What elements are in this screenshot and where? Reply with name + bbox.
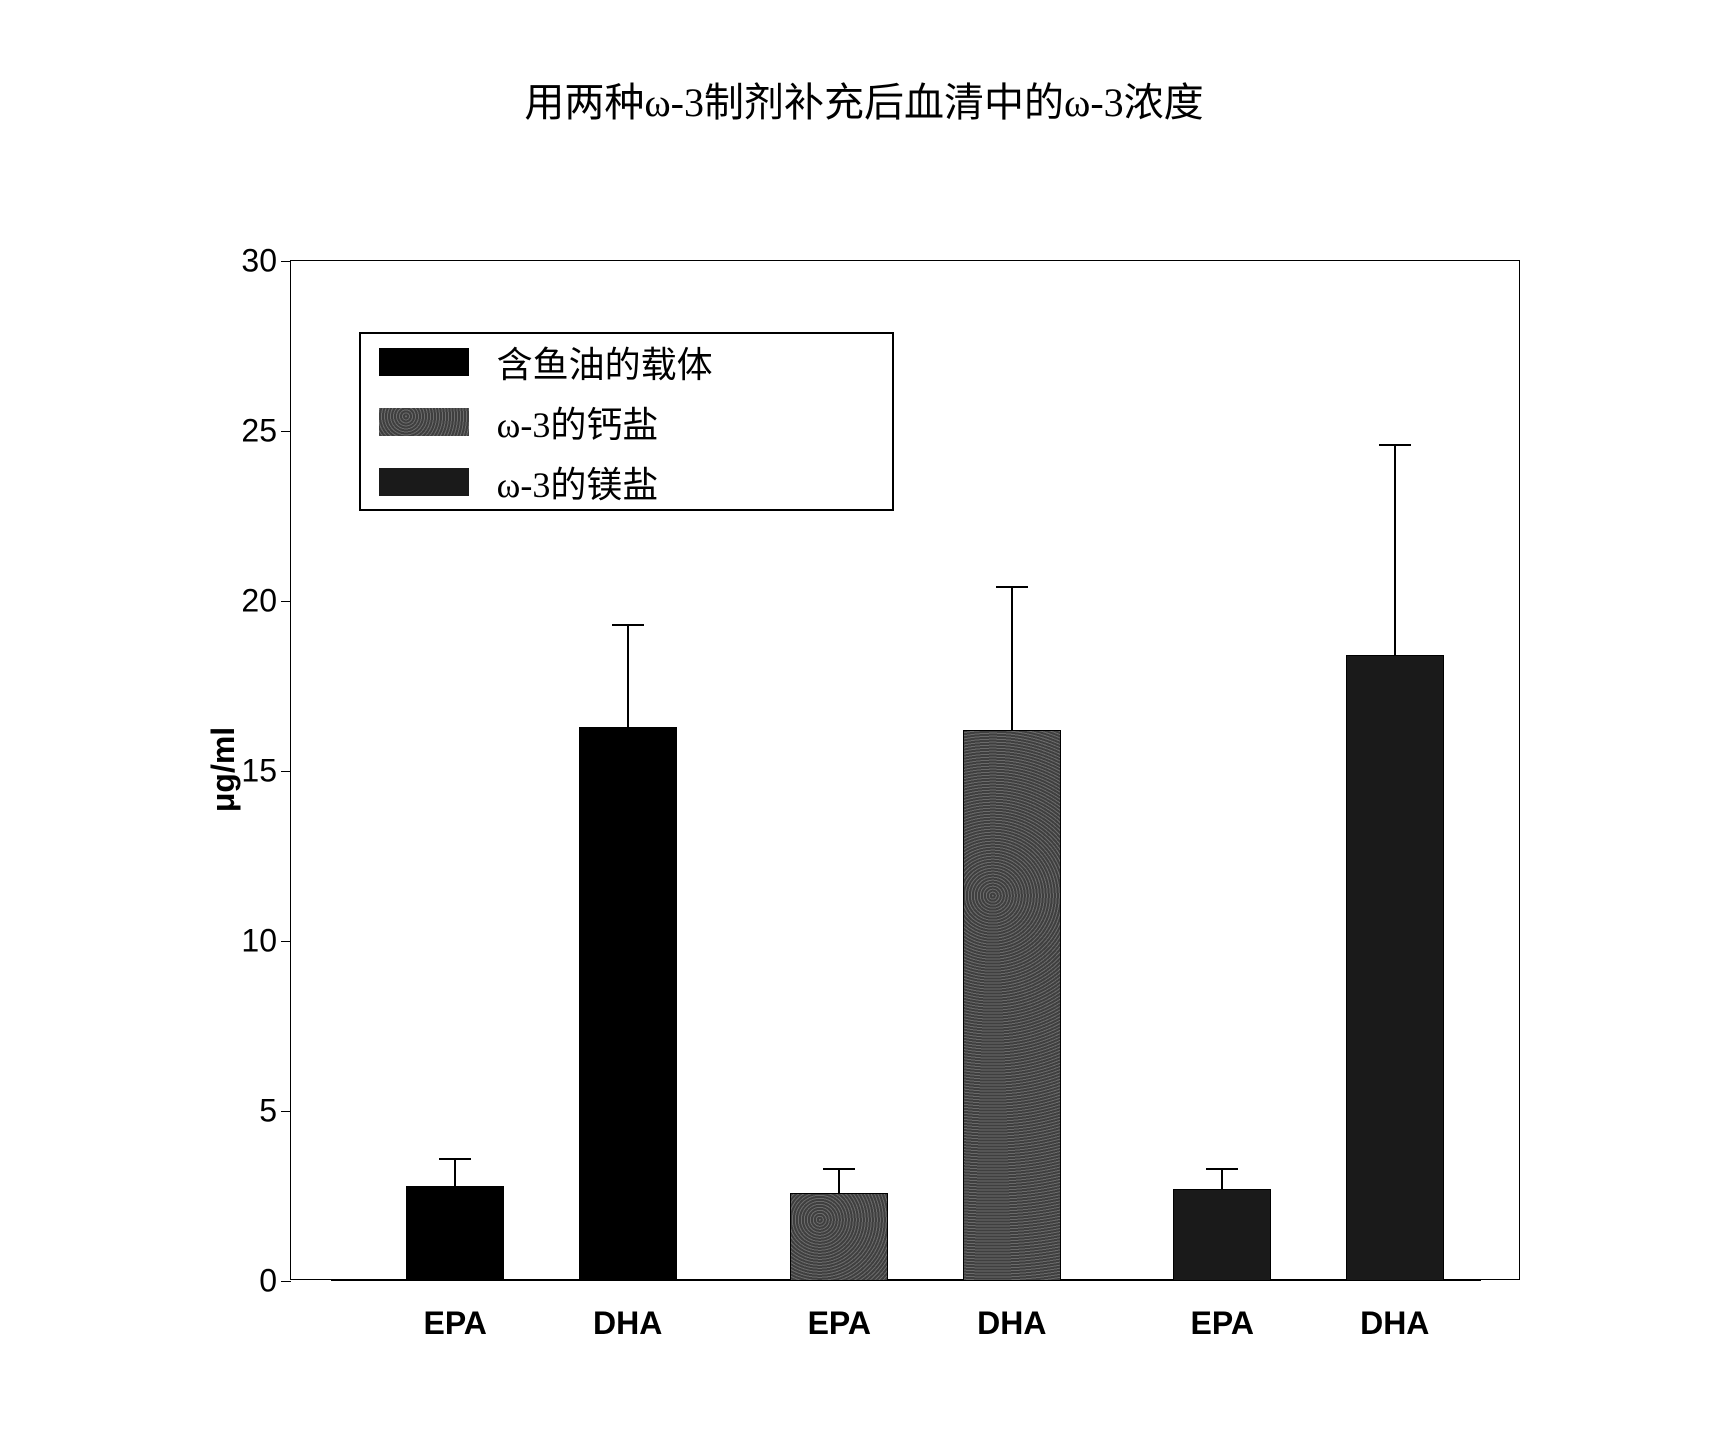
x-axis-label: DHA — [977, 1281, 1046, 1342]
ytick-label: 25 — [241, 413, 291, 450]
ytick-label: 5 — [259, 1093, 291, 1130]
plot-frame: μg/ml EPADHAEPADHAEPADHA 含鱼油的载体ω-3的钙盐ω-3… — [290, 260, 1520, 1280]
page-root: 用两种ω-3制剂补充后血清中的ω-3浓度 μg/ml EPA DHA EPA DHA E… — [0, 0, 1728, 1436]
error-bar — [454, 1159, 456, 1186]
error-cap — [823, 1168, 855, 1170]
error-cap — [439, 1158, 471, 1160]
ytick-label: 10 — [241, 923, 291, 960]
error-cap — [996, 586, 1028, 588]
bar — [406, 1186, 504, 1281]
error-bar — [1011, 587, 1013, 730]
legend-item: ω-3的镁盐 — [379, 456, 874, 508]
bar — [579, 727, 677, 1281]
error-bar — [1394, 445, 1396, 656]
error-cap — [612, 624, 644, 626]
error-cap — [1206, 1168, 1238, 1170]
x-axis-label: EPA — [1191, 1281, 1254, 1342]
error-bar — [627, 625, 629, 727]
y-axis-label: μg/ml — [205, 727, 242, 812]
x-axis-label: EPA — [808, 1281, 871, 1342]
x-axis-label: EPA — [423, 1281, 486, 1342]
legend-label: 含鱼油的载体 — [497, 336, 713, 388]
legend-label: ω-3的镁盐 — [497, 456, 659, 508]
legend-item: 含鱼油的载体 — [379, 336, 874, 388]
legend: 含鱼油的载体 ω-3的钙盐 ω-3的镁盐 — [359, 332, 894, 511]
error-bar — [838, 1169, 840, 1193]
bar — [1173, 1189, 1271, 1281]
chart-title: 用两种ω-3制剂补充后血清中的ω-3浓度 — [0, 70, 1728, 128]
bar — [790, 1193, 888, 1281]
bar — [963, 730, 1061, 1281]
legend-swatch — [379, 348, 469, 376]
ytick-label: 20 — [241, 583, 291, 620]
legend-swatch — [379, 468, 469, 496]
legend-item: ω-3的钙盐 — [379, 396, 874, 448]
ytick-label: 15 — [241, 753, 291, 790]
ytick-label: 0 — [259, 1263, 291, 1300]
x-axis-label: DHA — [593, 1281, 662, 1342]
x-axis-label: DHA — [1360, 1281, 1429, 1342]
ytick-label: 30 — [241, 243, 291, 280]
bar — [1346, 655, 1444, 1281]
legend-swatch — [379, 408, 469, 436]
error-bar — [1221, 1169, 1223, 1189]
legend-label: ω-3的钙盐 — [497, 396, 659, 448]
error-cap — [1379, 444, 1411, 446]
